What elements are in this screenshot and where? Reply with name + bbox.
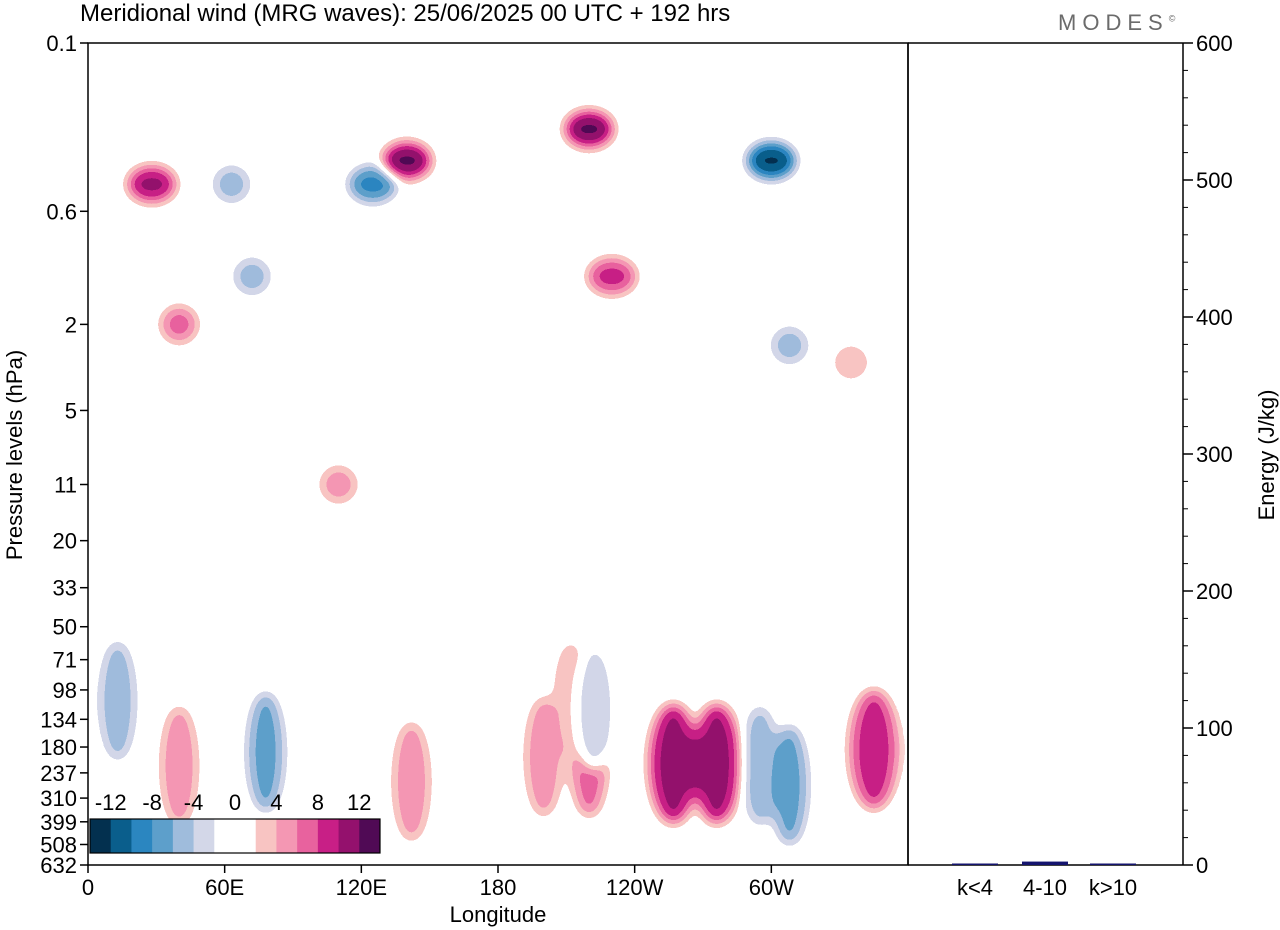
energy-category-0: k<4: [957, 875, 993, 900]
colorbar-swatch-12: [338, 819, 360, 853]
energy-panel: 0 100 200 300 400 500 600 k<4 4-10 k>10 Energy (…: [907, 31, 1279, 900]
field-cell-4: [348, 166, 397, 203]
colorbar-swatch-1: [110, 819, 132, 853]
brand-text: MODES: [1058, 10, 1169, 35]
colorbar-label-3: 0: [229, 790, 241, 815]
y-tick-label-6: 33: [53, 576, 77, 601]
energy-tick-label-3: 300: [1196, 442, 1233, 467]
y-tick-label-5: 20: [53, 529, 77, 554]
y-tick-label-14: 399: [40, 810, 77, 835]
chart-title: Meridional wind (MRG waves): 25/06/2025 …: [80, 0, 731, 27]
field-cell-9: [771, 327, 808, 364]
y-tick-label-4: 11: [54, 473, 77, 498]
colorbar-swatch-13: [359, 819, 381, 853]
field-cell-17: [649, 703, 698, 824]
field-cell-1: [161, 306, 198, 343]
energy-categories: k<4 4-10 k>10: [957, 875, 1137, 900]
colorbar-swatch-4: [172, 819, 195, 853]
y-axis-title: Pressure levels (hPa): [2, 350, 27, 560]
x-tick-label-2: 120E: [336, 875, 387, 900]
contour-plot: [88, 43, 908, 865]
x-tick-label-5: 60W: [749, 875, 794, 900]
y-tick-label-2: 2: [65, 312, 77, 337]
pressure-axis: 0.1 0.6 2 5 11 20 33 50 71 98 134 18023731039950863…: [40, 31, 88, 878]
field-cell-13: [161, 705, 198, 826]
energy-tick-label-0: 0: [1196, 853, 1208, 878]
field-cell-8: [747, 142, 796, 179]
y-tick-label-13: 310: [40, 786, 77, 811]
y-tick-label-12: 237: [40, 761, 77, 786]
colorbar-swatch-10: [297, 819, 319, 853]
colorbar-label-2: -4: [184, 790, 204, 815]
energy-tick-label-4: 400: [1196, 305, 1233, 330]
x-tick-label-4: 120W: [606, 875, 664, 900]
x-tick-label-0: 0: [82, 875, 94, 900]
y-tick-label-1: 0.6: [46, 199, 77, 224]
colorbar-swatch-2: [131, 819, 153, 853]
field-cell-11: [320, 466, 357, 503]
energy-tick-label-6: 600: [1196, 31, 1233, 56]
brand-mark: ©: [1168, 13, 1176, 24]
energy-tick-label-5: 500: [1196, 168, 1233, 193]
energy-category-1: 4-10: [1023, 875, 1067, 900]
energy-axis: 0 100 200 300 400 500 600: [1183, 31, 1233, 878]
energy-category-2: k>10: [1089, 875, 1137, 900]
y-tick-label-7: 50: [53, 615, 77, 640]
field-cell-23: [575, 648, 612, 769]
y-tick-label-16: 632: [40, 853, 77, 878]
field-cell-15: [525, 696, 562, 817]
field-cell-10: [833, 344, 870, 381]
colorbar-label-0: -12: [95, 790, 127, 815]
field-cell-12: [247, 692, 284, 813]
colorbar-swatch-9: [276, 819, 298, 853]
field-cell-3: [234, 258, 270, 295]
y-tick-label-15: 508: [40, 832, 77, 857]
longitude-axis: 0 60E 120E 180 120W 60W: [82, 865, 794, 900]
y-tick-label-8: 71: [53, 648, 77, 673]
colorbar-swatch-8: [255, 819, 277, 853]
energy-bar-0: [952, 863, 998, 865]
colorbar-swatch-11: [317, 819, 340, 853]
y-tick-label-10: 134: [40, 707, 77, 732]
field-cell-20: [771, 725, 808, 846]
colorbar-label-6: 12: [347, 790, 371, 815]
modes-logo: MODES©: [1058, 10, 1175, 36]
y-tick-label-9: 98: [53, 678, 77, 703]
x-tick-label-1: 60E: [205, 875, 244, 900]
colorbar-label-4: 4: [270, 790, 282, 815]
colorbar-label-5: 8: [312, 790, 324, 815]
colorbar-label-1: -8: [142, 790, 162, 815]
field-cell-21: [849, 689, 898, 810]
colorbar-frame: [89, 818, 381, 854]
field-cell-7: [587, 258, 636, 295]
y-tick-label-0: 0.1: [46, 31, 77, 56]
field-cell-2: [213, 166, 250, 203]
field-cell-19: [741, 705, 778, 826]
field-cell-6: [565, 111, 614, 148]
colorbar-swatch-3: [152, 819, 174, 853]
energy-tick-label-1: 100: [1196, 716, 1233, 741]
energy-tick-label-2: 200: [1196, 579, 1233, 604]
y-tick-label-3: 5: [65, 398, 77, 423]
energy-axis-title: Energy (J/kg): [1254, 390, 1279, 521]
colorbar-swatch-0: [90, 819, 112, 853]
field-cell-14: [393, 721, 430, 842]
colorbar-swatch-6: [214, 819, 236, 853]
field-cell-0: [127, 166, 176, 203]
colorbar-swatch-7: [235, 819, 257, 853]
y-tick-label-11: 180: [40, 735, 77, 760]
field-cell-24: [99, 640, 136, 761]
field-cell-5: [382, 142, 431, 179]
colorbar-swatch-5: [193, 819, 215, 853]
field-cell-18: [692, 703, 741, 824]
energy-bar-2: [1090, 863, 1136, 865]
x-tick-label-3: 180: [480, 875, 517, 900]
energy-bar-1: [1022, 861, 1068, 865]
energy-bars: [952, 861, 1136, 865]
x-axis-title: Longitude: [450, 902, 547, 927]
colorbar: -12 -8 -4 0 4 8 12: [89, 790, 381, 854]
field-cells: [99, 111, 898, 846]
